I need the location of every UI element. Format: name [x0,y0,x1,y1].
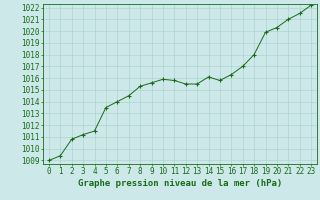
X-axis label: Graphe pression niveau de la mer (hPa): Graphe pression niveau de la mer (hPa) [78,179,282,188]
